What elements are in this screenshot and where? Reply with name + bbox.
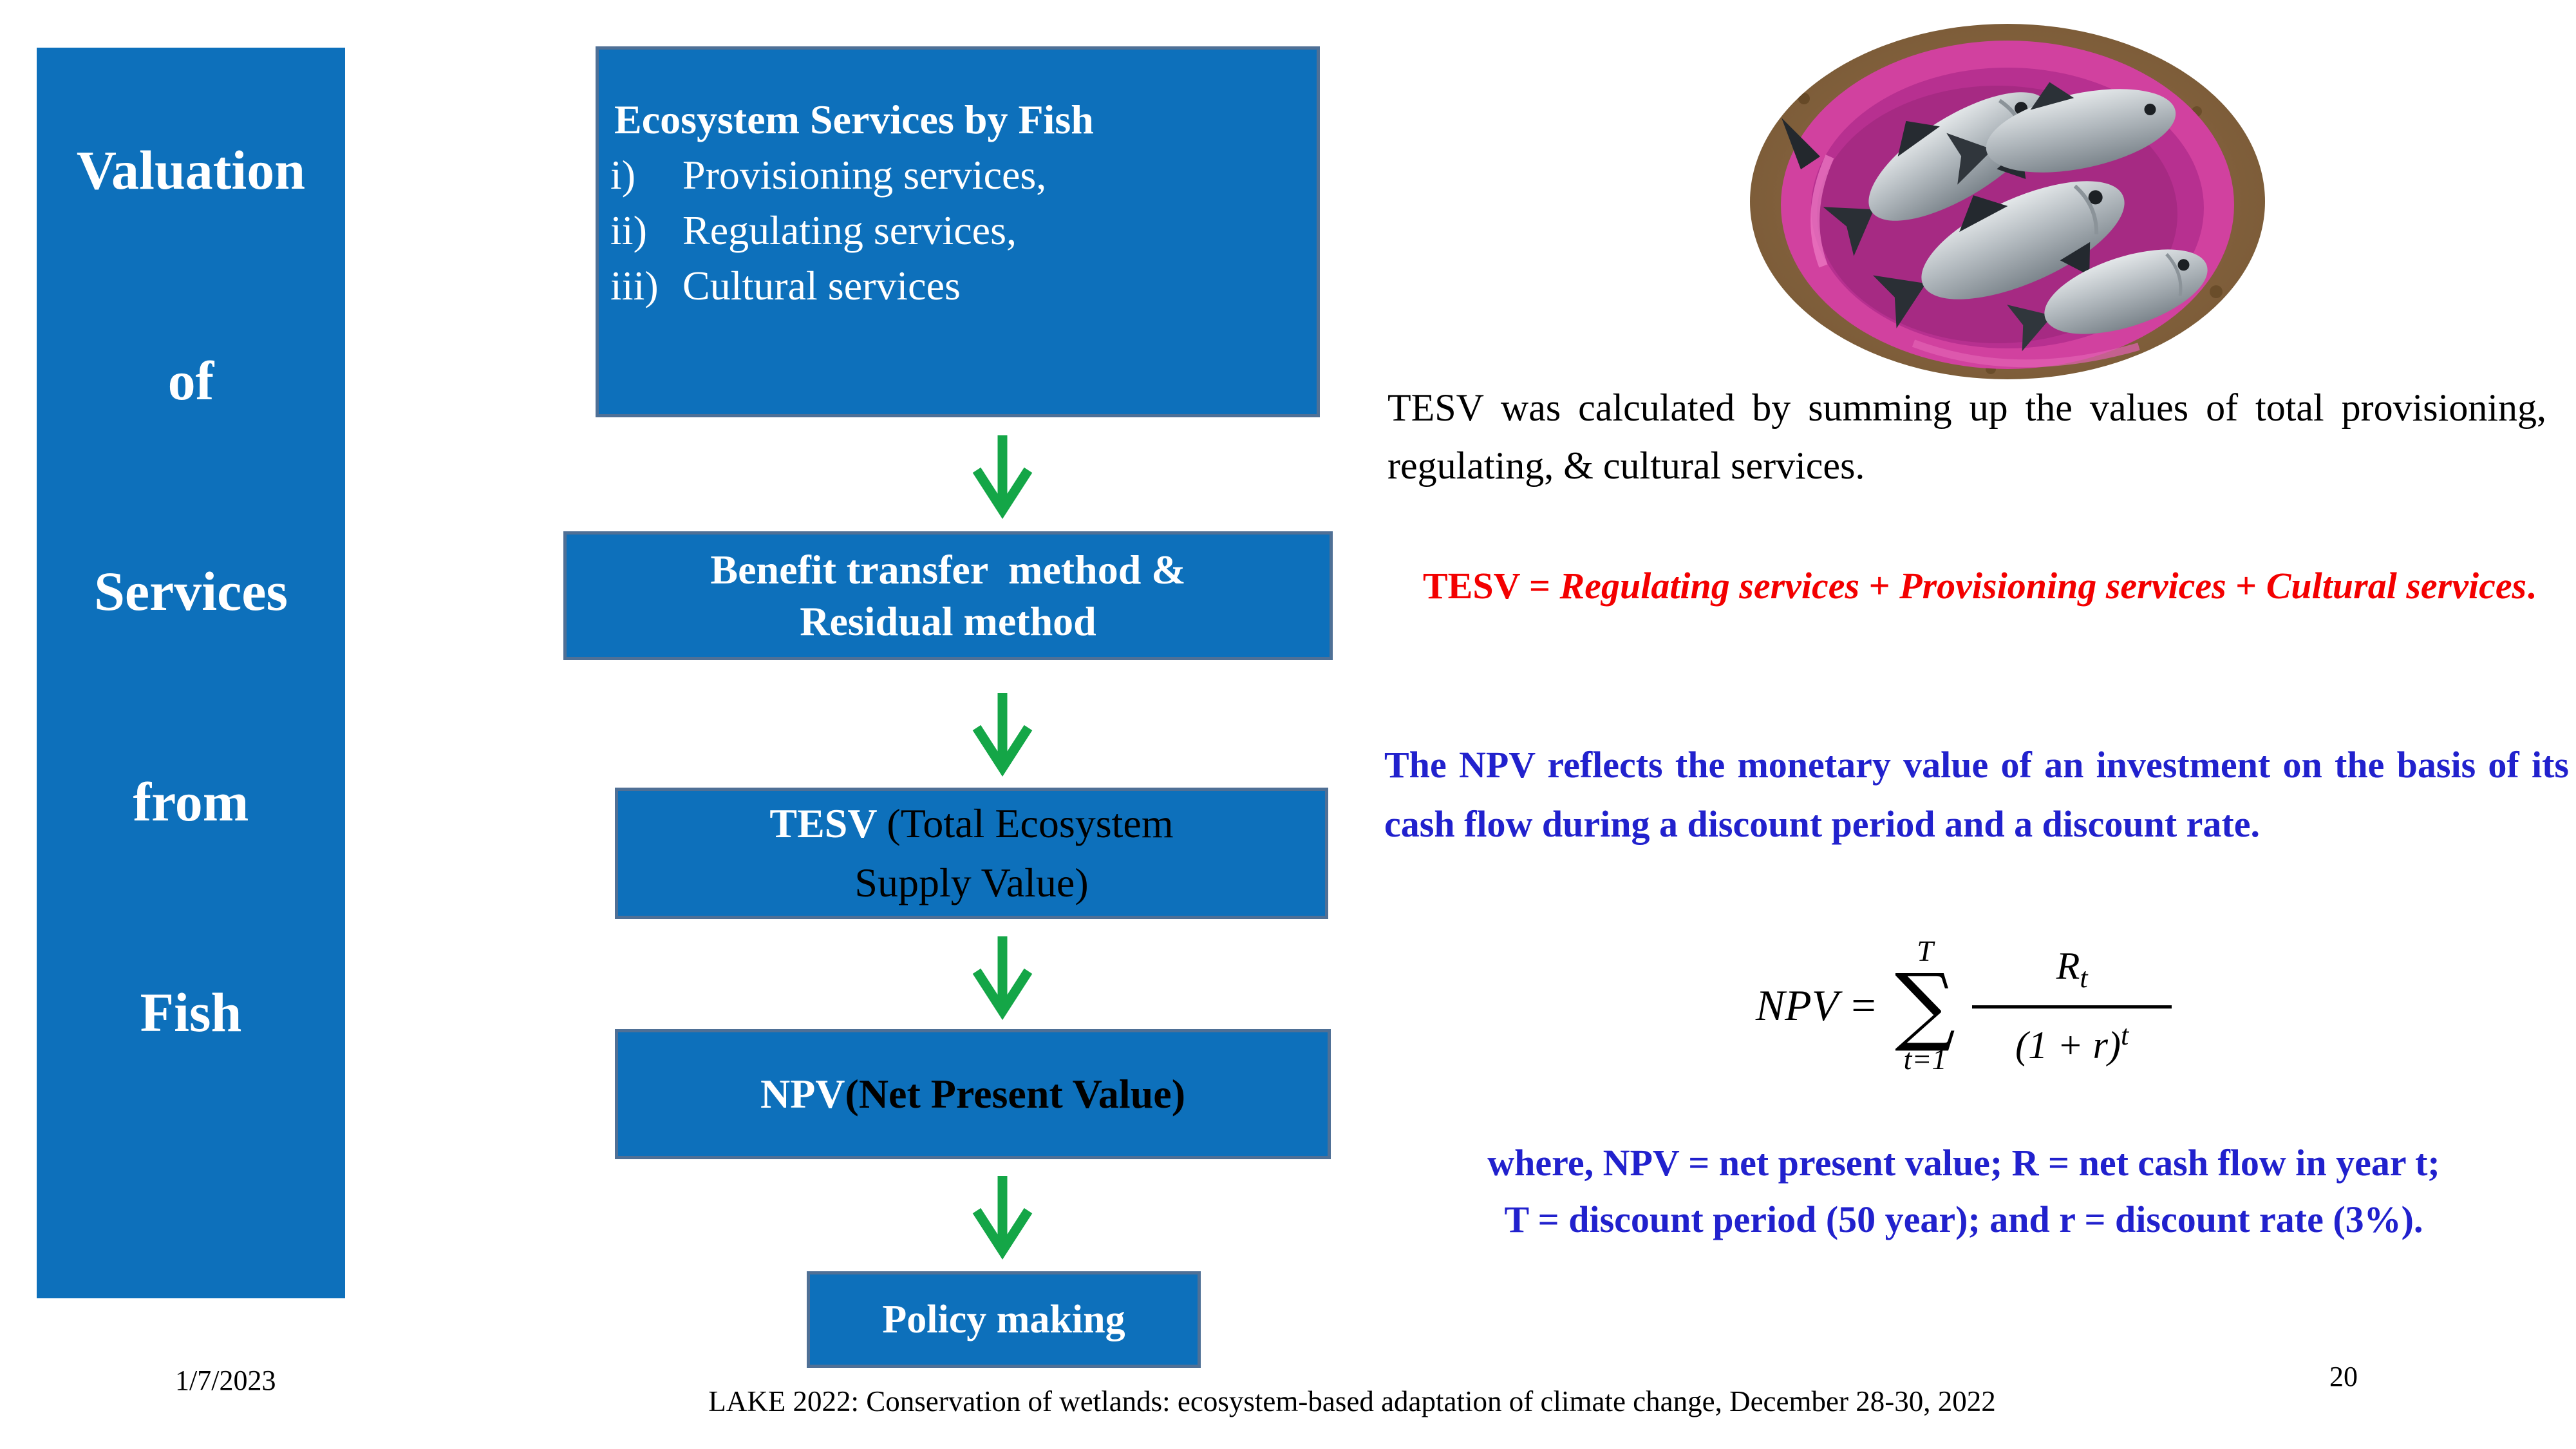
flow-box-benefit-transfer-method: Benefit transfer method & Residual metho…	[563, 531, 1333, 660]
down-arrow-icon	[972, 435, 1033, 519]
npv-expansion: (Net Present Value)	[845, 1071, 1186, 1117]
fish-basin-photo	[1750, 24, 2265, 379]
flow-box-npv: NPV (Net Present Value)	[615, 1029, 1331, 1159]
list-numeral: iii)	[610, 263, 659, 308]
plus-sign: +	[2226, 565, 2266, 607]
npv-acronym: NPV	[760, 1071, 845, 1117]
sidebar-line: of	[167, 350, 214, 412]
sidebar-line: Fish	[140, 981, 242, 1043]
where-line: T = discount period (50 year); and r = d…	[1504, 1198, 2423, 1240]
box-line: Residual method	[800, 598, 1096, 644]
formula-lhs: NPV =	[1755, 980, 1878, 1030]
formula-fraction: Rt (1 + r)t	[1972, 943, 2172, 1068]
slide-date: 1/7/2023	[175, 1365, 276, 1396]
fraction-denominator: (1 + r)t	[2015, 1019, 2129, 1066]
fraction-numerator: Rt	[2056, 944, 2088, 994]
list-numeral: i)	[610, 152, 636, 198]
sidebar-line: from	[133, 771, 249, 833]
box-title: Ecosystem Services by Fish	[614, 97, 1094, 142]
list-text: Regulating services,	[682, 207, 1017, 253]
list-numeral: ii)	[610, 207, 647, 253]
tesv-eq-term: Cultural services	[2266, 565, 2527, 607]
sum-upper-limit: T	[1917, 934, 1933, 967]
period: .	[2526, 565, 2536, 607]
fraction-bar	[1972, 1005, 2172, 1009]
list-text: Provisioning services,	[682, 152, 1047, 198]
npv-formula: NPV = T ∑ t=1 Rt (1 + r)t	[1610, 935, 2318, 1075]
page-number: 20	[2329, 1361, 2358, 1392]
tesv-eq-lead: TESV =	[1423, 565, 1560, 607]
tesv-acronym: TESV	[769, 800, 887, 846]
flow-box-policy-making: Policy making	[807, 1271, 1201, 1368]
tesv-equation-paragraph: TESV = Regulating services + Provisionin…	[1387, 556, 2540, 616]
plus-sign: +	[1859, 565, 1900, 607]
where-line: where, NPV = net present value; R = net …	[1487, 1142, 2440, 1184]
fish-shape	[1873, 181, 2125, 328]
title-sidebar: Valuation of Services from Fish	[37, 48, 345, 1298]
list-item: ii) Regulating services,	[610, 203, 1305, 258]
summation-symbol: T ∑ t=1	[1895, 935, 1955, 1075]
sidebar-line: Services	[94, 560, 288, 622]
sidebar-line: Valuation	[76, 139, 306, 201]
list-item: iii) Cultural services	[610, 258, 1305, 314]
tesv-eq-term: Regulating services	[1559, 565, 1860, 607]
flow-box-tesv: TESV (Total Ecosystem Supply Value)	[615, 788, 1328, 919]
down-arrow-icon	[972, 693, 1033, 777]
list-item: i) Provisioning services,	[610, 147, 1305, 203]
footer-citation: LAKE 2022: Conservation of wetlands: eco…	[708, 1385, 1996, 1417]
tesv-description-paragraph: TESV was calculated by summing up the va…	[1387, 386, 2546, 487]
npv-description-paragraph: The NPV reflects the monetary value of a…	[1384, 744, 2569, 845]
tesv-eq-term: Provisioning services	[1899, 565, 2226, 607]
fish-shape	[1946, 82, 2176, 185]
tesv-expansion: (Total Ecosystem	[887, 800, 1174, 846]
box-line: Policy making	[882, 1297, 1125, 1341]
fish-shape	[2007, 249, 2208, 352]
down-arrow-icon	[972, 936, 1033, 1020]
flow-box-ecosystem-services: Ecosystem Services by Fish i) Provisioni…	[596, 46, 1320, 417]
list-text: Cultural services	[682, 263, 961, 308]
box-line: Supply Value)	[854, 860, 1089, 905]
sigma-icon: ∑	[1894, 956, 1956, 1055]
where-clause: where, NPV = net present value; R = net …	[1384, 1135, 2543, 1248]
box-line: TESV (Total Ecosystem	[769, 794, 1173, 853]
sum-lower-limit: t=1	[1903, 1043, 1947, 1075]
box-line: Benefit transfer method &	[710, 547, 1186, 592]
down-arrow-icon	[972, 1176, 1033, 1260]
